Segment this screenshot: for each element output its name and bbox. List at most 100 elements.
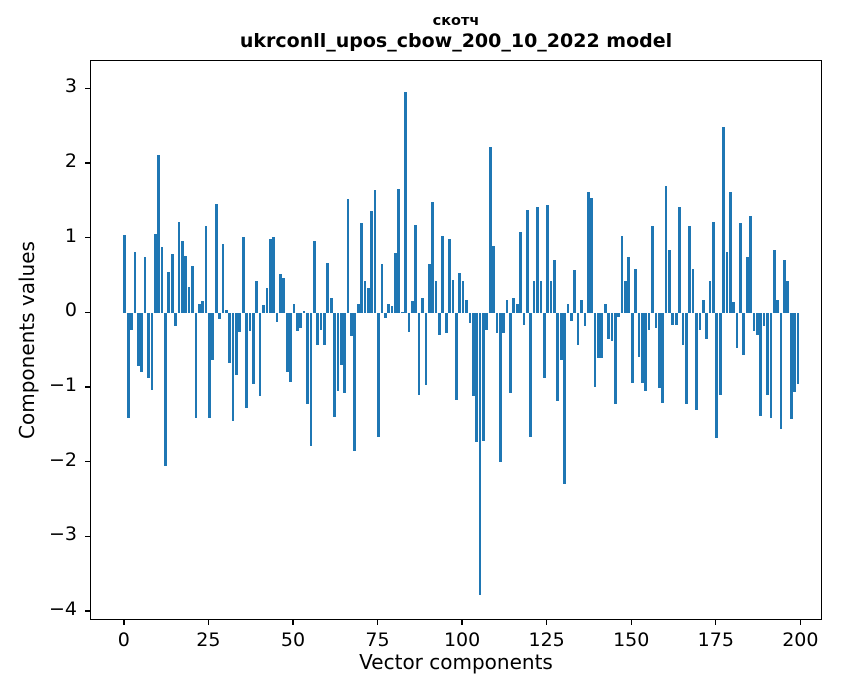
- bar: [664, 186, 668, 314]
- y-tick-label: 2: [64, 150, 77, 173]
- bar: [123, 234, 127, 314]
- bar: [725, 252, 729, 314]
- chart-subtitle: ukrconll_upos_cbow_200_10_2022 model: [239, 30, 673, 53]
- bar: [498, 313, 502, 462]
- bar: [329, 297, 333, 314]
- bar: [657, 313, 661, 389]
- bar: [559, 313, 563, 361]
- bar: [475, 313, 478, 442]
- bar: [468, 313, 472, 324]
- bar: [695, 313, 698, 411]
- bar: [732, 302, 736, 314]
- bar: [367, 287, 370, 314]
- bar: [282, 278, 286, 314]
- bar: [444, 313, 448, 333]
- y-tick-label: −1: [48, 374, 77, 397]
- bar: [495, 313, 499, 333]
- y-tick: [85, 87, 90, 90]
- bar: [373, 190, 377, 314]
- bar: [336, 313, 340, 391]
- bar: [772, 249, 776, 314]
- bar: [461, 281, 465, 314]
- bar: [749, 216, 752, 314]
- bar: [708, 280, 712, 314]
- bar: [678, 207, 681, 314]
- bar: [505, 299, 509, 314]
- bar: [597, 313, 600, 359]
- bar: [411, 301, 414, 314]
- bar: [742, 313, 746, 356]
- bar: [262, 305, 265, 314]
- bar: [522, 313, 526, 325]
- bar: [789, 313, 793, 420]
- bar: [417, 313, 421, 395]
- bar: [600, 313, 604, 359]
- bar: [691, 268, 695, 314]
- bar: [268, 238, 272, 314]
- bar: [164, 313, 167, 467]
- x-tick-label: 0: [117, 629, 130, 651]
- bar: [383, 313, 387, 318]
- bar: [563, 313, 566, 484]
- bar: [712, 222, 715, 314]
- bar: [427, 264, 431, 314]
- bar: [735, 313, 739, 349]
- x-tick: [799, 620, 802, 625]
- bar: [208, 313, 211, 418]
- y-tick-label: −2: [48, 448, 77, 471]
- bar: [174, 313, 177, 327]
- bar: [184, 255, 188, 314]
- bar: [783, 259, 786, 314]
- bar: [279, 273, 282, 314]
- bar: [302, 311, 306, 314]
- bar: [478, 313, 482, 595]
- bar: [793, 313, 796, 392]
- x-tick: [123, 620, 125, 625]
- bar: [519, 231, 522, 314]
- x-tick-label: 75: [365, 629, 390, 651]
- bar: [255, 280, 259, 314]
- bar: [323, 313, 326, 345]
- x-tick-label: 100: [443, 629, 481, 651]
- bar: [681, 313, 685, 345]
- x-tick-label: 150: [613, 629, 650, 651]
- plot-area: [90, 60, 822, 620]
- chart-title-block: скотч ukrconll_upos_cbow_200_10_2022 mod…: [90, 12, 822, 54]
- bar: [235, 313, 238, 375]
- bar: [187, 287, 191, 314]
- bar: [299, 313, 303, 329]
- bar: [343, 313, 347, 394]
- bar: [654, 313, 658, 328]
- bar: [387, 304, 391, 314]
- bar: [248, 313, 252, 332]
- bar: [394, 252, 397, 314]
- bar: [529, 313, 533, 438]
- bar: [796, 313, 800, 385]
- x-tick: [630, 620, 632, 625]
- bar: [258, 313, 262, 397]
- x-tick: [545, 620, 548, 625]
- bar: [194, 313, 198, 418]
- bar: [272, 237, 275, 314]
- bar: [414, 225, 418, 314]
- bar: [465, 299, 468, 314]
- bar: [252, 313, 255, 385]
- y-tick: [85, 535, 90, 538]
- bar: [241, 237, 245, 314]
- x-tick-label: 50: [280, 629, 306, 651]
- bar: [191, 265, 194, 314]
- bar: [438, 313, 441, 335]
- bar: [576, 313, 580, 345]
- bar: [339, 313, 343, 365]
- bar: [285, 313, 289, 372]
- bar: [309, 313, 313, 446]
- y-tick: [85, 237, 90, 239]
- bar: [228, 313, 232, 364]
- y-tick-label: −3: [48, 523, 77, 546]
- bar: [553, 259, 556, 314]
- bar: [404, 91, 407, 314]
- bar: [458, 273, 462, 314]
- bar: [569, 313, 573, 321]
- bar: [532, 280, 536, 314]
- bar: [177, 221, 181, 314]
